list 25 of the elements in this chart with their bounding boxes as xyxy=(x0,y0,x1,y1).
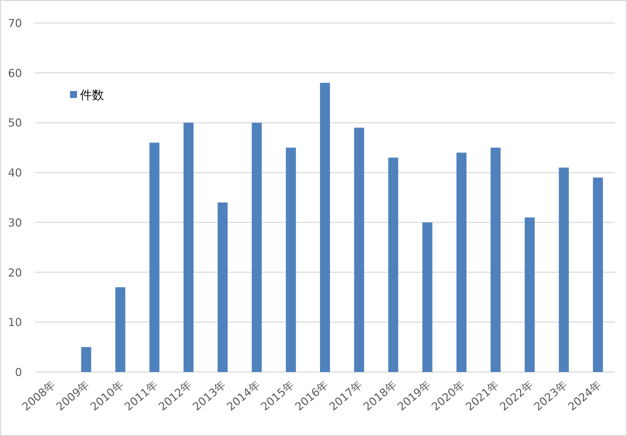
y-tick-label: 40 xyxy=(8,166,22,180)
y-tick-label: 50 xyxy=(8,116,22,130)
y-tick-label: 0 xyxy=(15,366,22,379)
y-tick-label: 60 xyxy=(8,66,22,80)
bar xyxy=(149,142,160,372)
bar xyxy=(354,128,364,372)
bar xyxy=(252,122,262,372)
bar xyxy=(184,122,194,372)
bar xyxy=(81,347,92,372)
bar xyxy=(286,148,296,372)
bar xyxy=(490,148,501,372)
bar xyxy=(422,222,432,372)
bar xyxy=(218,202,228,372)
y-tick-label: 70 xyxy=(8,17,22,30)
y-tick-label: 30 xyxy=(8,216,22,230)
y-tick-label: 20 xyxy=(8,266,22,280)
legend-label: 件数 xyxy=(80,88,104,102)
bar xyxy=(115,287,126,372)
bar xyxy=(592,178,603,372)
bar xyxy=(558,168,569,372)
bar xyxy=(456,152,466,372)
bar xyxy=(320,82,330,372)
bar xyxy=(524,217,535,372)
bar xyxy=(388,158,398,372)
y-tick-label: 10 xyxy=(8,316,22,330)
